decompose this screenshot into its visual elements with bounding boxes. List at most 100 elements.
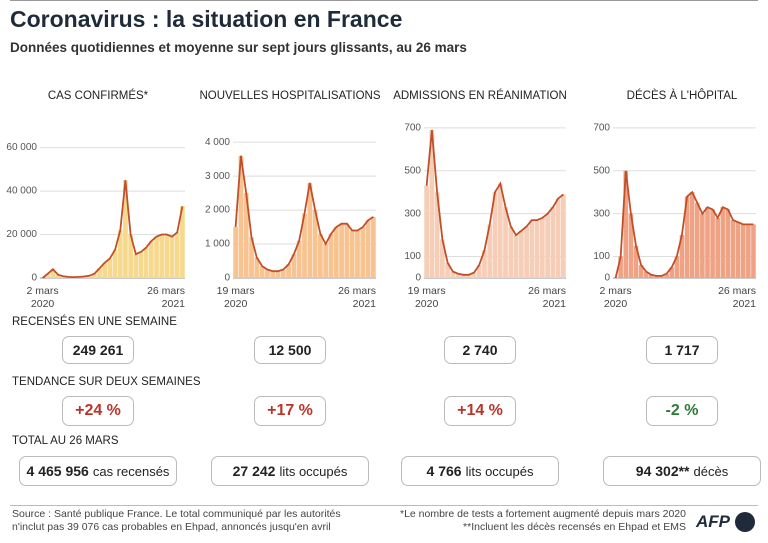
bar [649, 274, 654, 278]
bar [455, 273, 461, 278]
total-unit: décès [693, 463, 729, 479]
bar [674, 256, 680, 278]
bar [117, 230, 123, 278]
bar [323, 244, 329, 278]
bar [720, 207, 726, 278]
y-tick-label: 100 [404, 251, 421, 262]
trend-value: -2 % [665, 402, 699, 419]
chart-title: NOUVELLES HOSPITALISATIONS [199, 90, 381, 102]
trend-line [234, 155, 374, 273]
bar [476, 265, 482, 278]
y-tick-label: 2 000 [205, 205, 230, 216]
bar [715, 217, 720, 278]
total-number: 4 465 956 [26, 463, 89, 479]
weekly-box: 2 740 [444, 336, 516, 364]
bar [440, 239, 445, 278]
bar [86, 275, 92, 278]
trend-line [425, 129, 564, 276]
bar [123, 180, 128, 278]
y-tick-label: 0 [224, 273, 230, 284]
source-line: n'inclut pas 39 076 cas probables en Ehp… [12, 521, 331, 533]
weekly-value: 12 500 [268, 342, 312, 358]
bar [275, 271, 281, 278]
y-tick-label: 500 [593, 165, 610, 176]
bar [513, 235, 519, 278]
weekly-label: RECENSÉS EN UNE SEMAINE [12, 316, 177, 328]
trend-box: +14 % [444, 396, 516, 426]
trend-box: -2 % [646, 396, 718, 426]
weekly-box: 12 500 [254, 336, 326, 364]
bar [344, 223, 350, 278]
total-box: 94 302** décès [603, 456, 761, 486]
bar [555, 198, 561, 278]
bar [466, 274, 472, 278]
total-number: 27 242 [232, 463, 276, 479]
chart-title: DÉCÈS À L'HÔPITAL [626, 90, 738, 102]
trend-value: +24 % [75, 402, 121, 419]
bar [424, 185, 429, 278]
bar [497, 183, 503, 278]
chart-title: ADMISSIONS EN RÉANIMATION [393, 90, 567, 102]
bar [174, 232, 180, 278]
x-tick-label: 19 mars 2020 [407, 285, 446, 310]
bar [233, 227, 239, 278]
bar [45, 273, 51, 278]
y-tick-label: 3 000 [205, 171, 230, 182]
bar [461, 274, 466, 278]
trend-line [42, 180, 184, 279]
bar [180, 206, 185, 278]
total-number: 94 302** [635, 463, 690, 479]
bar [550, 207, 556, 278]
bar [746, 224, 751, 278]
bar [450, 271, 456, 278]
bar [92, 273, 97, 278]
trend-value: +17 % [267, 402, 313, 419]
footer-rule [10, 505, 758, 506]
x-tick-label: 2 mars 2020 [599, 285, 632, 310]
bar [360, 227, 366, 278]
bar [243, 193, 249, 278]
bar [503, 207, 508, 278]
total-box: 27 242 lits occupés [211, 456, 369, 486]
bar [280, 269, 286, 278]
weekly-box: 249 261 [62, 336, 134, 364]
bar [254, 257, 260, 278]
total-unit: lits occupés [279, 463, 348, 479]
weekly-value: 2 740 [462, 342, 498, 358]
bar [659, 275, 664, 278]
chart-title: CAS CONFIRMÉS* [47, 90, 149, 102]
bar [291, 254, 297, 278]
total-number: 4 766 [426, 463, 462, 479]
bar [689, 192, 695, 278]
bar [328, 233, 334, 278]
top-rule [10, 0, 758, 1]
bar [482, 250, 487, 278]
bar [286, 264, 291, 278]
bar [143, 247, 149, 278]
bar [339, 223, 344, 278]
bar [694, 202, 700, 278]
charts: 0 20 000 40 000 60 000 0 1 000 2 000 3 000 4 000… [6, 123, 756, 284]
bar [318, 233, 323, 278]
bar [107, 258, 113, 278]
bar [751, 224, 756, 278]
x-tick-label: 19 mars 2020 [216, 285, 255, 310]
y-tick-label: 0 [415, 273, 421, 284]
y-tick-label: 4 000 [205, 137, 230, 148]
total-box: 4 766 lits occupés [401, 456, 559, 486]
bar [445, 262, 451, 278]
bar [684, 196, 690, 278]
bar [700, 213, 705, 278]
y-tick-label: 300 [404, 208, 421, 219]
bar [112, 249, 118, 278]
bar [730, 220, 736, 278]
title: Coronavirus : la situation en France [10, 6, 403, 32]
bar [518, 230, 524, 278]
bar [524, 226, 529, 278]
bar [128, 234, 133, 278]
source-line: Source : Santé publique France. Le total… [12, 508, 341, 520]
bar [705, 207, 710, 278]
bar [643, 271, 649, 278]
total-label: TOTAL AU 26 MARS [12, 435, 119, 447]
bar [539, 217, 545, 278]
